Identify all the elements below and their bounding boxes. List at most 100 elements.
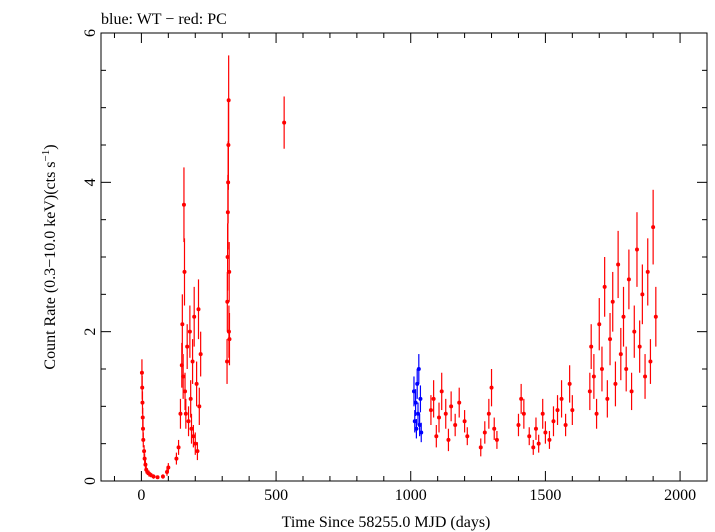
data-point [608, 337, 613, 342]
data-point [141, 426, 146, 431]
chart-title: blue: WT − red: PC [101, 11, 227, 28]
data-point [227, 337, 232, 342]
data-point [189, 426, 194, 431]
data-point [411, 389, 416, 394]
data-point [559, 396, 564, 401]
data-point [599, 367, 604, 371]
data-point [651, 225, 656, 230]
data-point [143, 462, 148, 467]
data-point [645, 269, 650, 274]
data-point [225, 255, 230, 259]
data-point [186, 419, 191, 424]
data-point [589, 344, 594, 349]
data-point [446, 437, 451, 442]
data-point [591, 374, 596, 379]
data-point [180, 322, 185, 327]
data-point [139, 370, 144, 375]
x-axis-label: Time Since 58255.0 MJD (days) [282, 514, 491, 531]
y-tick-label: 2 [82, 328, 99, 336]
data-point [519, 396, 524, 401]
data-point [618, 352, 623, 357]
y-axis-label: Count Rate (0.3−10.0 keV)(cts s−1) [40, 144, 59, 369]
data-point [439, 389, 444, 394]
data-point [431, 396, 436, 401]
data-point [610, 299, 615, 304]
x-tick-label: 1500 [529, 487, 561, 504]
data-point [181, 202, 186, 207]
data-point [634, 247, 639, 252]
data-point [605, 396, 610, 401]
data-point [465, 434, 470, 439]
data-point [414, 426, 419, 431]
data-point [416, 367, 421, 371]
data-point [643, 374, 648, 379]
data-point [494, 437, 499, 442]
data-point [176, 445, 181, 450]
data-point [191, 434, 196, 439]
y-tick-label: 4 [82, 178, 99, 186]
data-point [140, 385, 145, 390]
data-point [462, 419, 467, 424]
data-point [183, 411, 188, 416]
data-point [527, 434, 532, 439]
data-point [540, 411, 545, 416]
data-point [155, 475, 160, 480]
data-point [536, 441, 541, 446]
data-point [194, 381, 199, 386]
data-point [182, 269, 187, 274]
x-tick-label: 500 [264, 487, 288, 504]
data-point [195, 449, 200, 454]
data-point [187, 329, 192, 334]
data-point [197, 404, 202, 409]
data-point [417, 423, 422, 427]
data-point [632, 329, 637, 334]
data-point [412, 419, 417, 424]
data-point [594, 411, 599, 416]
data-point [196, 307, 201, 312]
data-point [188, 396, 193, 401]
data-point [521, 411, 526, 416]
data-point [547, 437, 552, 442]
data-point [516, 423, 521, 427]
data-point [226, 98, 231, 103]
axis-ticks: 0 500 1000 1500 2000 0 2 4 6 [82, 29, 708, 504]
data-point [227, 269, 232, 274]
data-point [653, 314, 658, 319]
data-point [640, 292, 645, 297]
data-point [198, 352, 203, 357]
data-point [166, 465, 171, 470]
data-point [531, 445, 536, 450]
data-point [482, 430, 487, 435]
data-point [419, 430, 424, 435]
data-point [602, 284, 607, 289]
data-point [443, 411, 448, 416]
data-point [437, 415, 442, 420]
y-axis-label-close: ) [42, 144, 59, 149]
data-point [486, 411, 491, 416]
data-point [478, 445, 483, 450]
data-point [543, 430, 548, 435]
y-axis-label-main: Count Rate (0.3−10.0 keV)(cts s [42, 161, 59, 369]
data-point [142, 449, 147, 454]
data-points [139, 55, 658, 480]
data-point [648, 359, 653, 364]
y-tick-label: 6 [82, 29, 99, 37]
x-tick-label: 2000 [664, 487, 696, 504]
data-point [489, 385, 494, 390]
data-point [416, 411, 421, 416]
data-point [449, 404, 454, 409]
data-point [637, 344, 642, 349]
data-point [616, 262, 621, 267]
data-point [533, 426, 538, 431]
data-point [160, 474, 165, 479]
data-point [587, 389, 592, 394]
data-point [457, 400, 462, 405]
data-point [418, 396, 423, 401]
data-point [621, 314, 626, 319]
data-point [613, 381, 618, 386]
data-point [141, 437, 146, 442]
data-point [142, 456, 147, 461]
x-tick-label: 1000 [395, 487, 427, 504]
data-point [492, 426, 497, 431]
data-point [225, 359, 230, 364]
